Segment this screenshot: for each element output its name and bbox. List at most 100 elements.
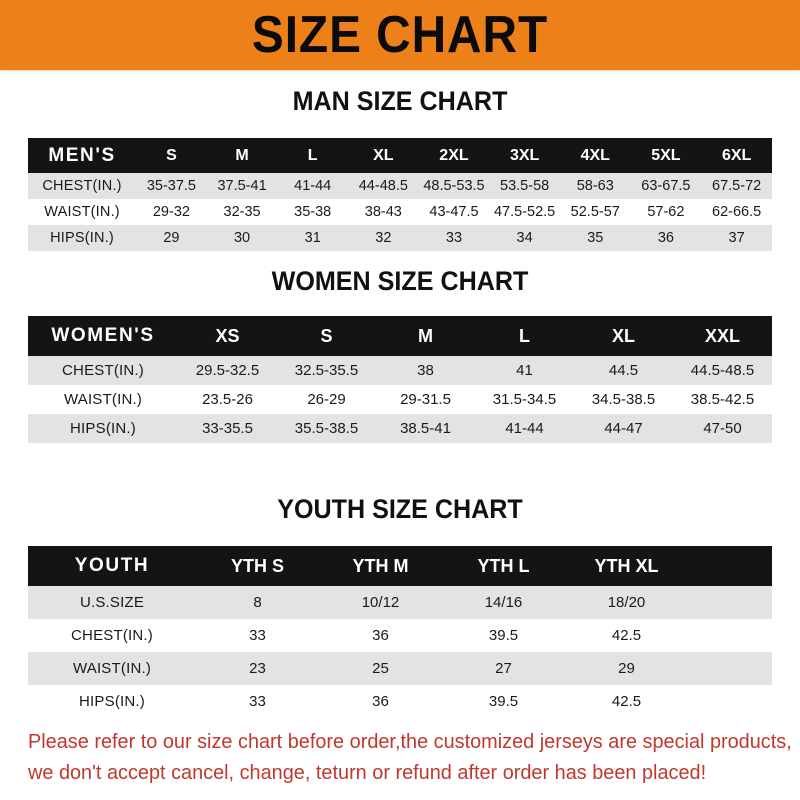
men-cell: 38-43: [364, 204, 402, 220]
men-section-title: MAN SIZE CHART: [292, 86, 508, 116]
women-cell: 38.5-41: [400, 420, 451, 437]
youth-cell: 33: [249, 627, 266, 644]
men-cell: 53.5-58: [500, 178, 550, 194]
youth-row-label: WAIST(IN.): [72, 660, 152, 677]
men-column-header: L: [307, 146, 318, 164]
footer-note-line-2: we don't accept cancel, change, teturn o…: [28, 761, 707, 784]
men-table-row: WAIST(IN.) 29-32 32-35 35-38 38-43 43-47.5 47.…: [28, 199, 772, 225]
women-column-header: XS: [215, 325, 240, 346]
youth-cell: 18/20: [607, 594, 646, 611]
men-corner-label: MEN'S: [48, 144, 116, 166]
youth-table-body: U.S.SIZE 8 10/12 14/16 18/20 CHEST(IN.) 33 36 39…: [28, 586, 772, 718]
youth-cell-spacer: [688, 652, 772, 685]
youth-table-row: WAIST(IN.) 23 25 27 29: [28, 652, 772, 685]
men-cell: 58-63: [576, 178, 614, 194]
youth-cell: 36: [372, 693, 389, 710]
men-cell: 44-48.5: [358, 178, 408, 194]
men-cell: 36: [657, 230, 674, 246]
youth-column-header: YTH M: [352, 555, 409, 576]
youth-table-row: U.S.SIZE 8 10/12 14/16 18/20: [28, 586, 772, 619]
women-column-header: XL: [611, 325, 635, 346]
youth-table-header-row: YOUTH YTH S YTH M YTH L YTH XL: [28, 546, 772, 586]
men-cell: 32: [375, 230, 392, 246]
youth-cell: 29: [618, 660, 635, 677]
women-table-header-row: WOMEN'S XS S M L XL XXL: [28, 316, 772, 356]
women-cell: 41-44: [505, 420, 544, 437]
women-cell: 34.5-38.5: [591, 391, 656, 408]
youth-row-label: CHEST(IN.): [71, 627, 153, 644]
women-cell: 47-50: [703, 420, 742, 437]
youth-table-row: HIPS(IN.) 33 36 39.5 42.5: [28, 685, 772, 718]
women-cell: 41: [516, 362, 533, 379]
women-cell: 29.5-32.5: [195, 362, 260, 379]
youth-section-title: YOUTH SIZE CHART: [277, 494, 523, 524]
women-cell: 32.5-35.5: [294, 362, 359, 379]
men-cell: 37.5-41: [217, 178, 267, 194]
men-row-label: HIPS(IN.): [50, 230, 114, 246]
women-corner-label: WOMEN'S: [51, 325, 155, 346]
youth-cell: 39.5: [488, 693, 519, 710]
women-row-label: WAIST(IN.): [63, 391, 143, 408]
men-column-header: 3XL: [509, 146, 540, 164]
men-cell: 29-32: [152, 204, 190, 220]
men-column-header: 4XL: [580, 146, 610, 164]
women-cell: 31.5-34.5: [492, 391, 557, 408]
women-table-body: CHEST(IN.) 29.5-32.5 32.5-35.5 38 41 44.5 44.5…: [28, 356, 772, 443]
page-banner: SIZE CHART: [0, 0, 800, 70]
men-cell: 47.5-52.5: [493, 204, 556, 220]
men-cell: 33: [445, 230, 463, 246]
youth-cell: 10/12: [361, 594, 400, 611]
women-cell: 35.5-38.5: [294, 420, 359, 437]
women-cell: 44.5: [608, 362, 639, 379]
youth-cell: 42.5: [611, 693, 642, 710]
men-cell: 32-35: [223, 204, 261, 220]
youth-column-header: YTH XL: [594, 555, 659, 576]
women-cell: 29-31.5: [400, 391, 451, 408]
men-cell: 29: [163, 230, 180, 246]
men-column-header: 6XL: [721, 146, 752, 164]
women-column-header: L: [519, 325, 530, 346]
women-cell: 33-35.5: [202, 420, 253, 437]
men-cell: 48.5-53.5: [423, 178, 485, 194]
youth-cell-spacer: [688, 619, 772, 652]
women-column-header: M: [418, 325, 433, 346]
youth-column-header-spacer: [688, 546, 772, 586]
youth-cell: 23: [249, 660, 266, 677]
men-cell: 35: [587, 230, 604, 246]
youth-cell: 42.5: [611, 627, 642, 644]
youth-cell: 36: [372, 627, 389, 644]
men-size-table: MEN'S S M L XL 2XL 3XL 4XL 5XL 6XL CHEST(IN.) 35-…: [28, 138, 772, 251]
men-cell: 57-62: [647, 204, 685, 220]
youth-column-header: YTH S: [230, 555, 284, 576]
youth-size-table: YOUTH YTH S YTH M YTH L YTH XL U.S.SIZE 8 10/…: [28, 546, 772, 718]
men-table-row: HIPS(IN.) 29 30 31 32 33 34 35 36 37: [28, 225, 772, 251]
youth-row-label: U.S.SIZE: [79, 594, 145, 611]
men-cell: 62-66.5: [712, 204, 762, 220]
women-cell: 44-47: [604, 420, 643, 437]
youth-cell: 33: [249, 693, 266, 710]
men-cell: 35-38: [294, 204, 332, 220]
men-cell: 37: [728, 230, 745, 246]
youth-cell: 8: [253, 594, 262, 611]
women-table-row: HIPS(IN.) 33-35.5 35.5-38.5 38.5-41 41-44 44-…: [28, 414, 772, 443]
men-row-label: CHEST(IN.): [42, 178, 122, 194]
women-table-row: CHEST(IN.) 29.5-32.5 32.5-35.5 38 41 44.5 44.5…: [28, 356, 772, 385]
men-table-header-row: MEN'S S M L XL 2XL 3XL 4XL 5XL 6XL: [28, 138, 772, 173]
men-row-label: WAIST(IN.): [44, 204, 120, 220]
men-column-header: S: [166, 146, 177, 164]
page-title: SIZE CHART: [251, 6, 549, 64]
youth-corner-label: YOUTH: [74, 555, 150, 576]
footer-note-line-1: Please refer to our size chart before or…: [28, 730, 792, 753]
women-size-table: WOMEN'S XS S M L XL XXL CHEST(IN.) 29.5-32.5 32…: [28, 316, 772, 443]
women-cell: 38.5-42.5: [690, 391, 755, 408]
youth-cell: 27: [495, 660, 512, 677]
women-cell: 44.5-48.5: [690, 362, 755, 379]
men-table-row: CHEST(IN.) 35-37.5 37.5-41 41-44 44-48.5 48.5…: [28, 173, 772, 199]
men-cell: 67.5-72: [712, 178, 762, 194]
women-row-label: HIPS(IN.): [70, 420, 136, 437]
women-column-header: S: [320, 325, 333, 346]
men-cell: 52.5-57: [570, 204, 620, 220]
women-column-header: XXL: [704, 325, 740, 346]
footer-note: Please refer to our size chart before or…: [28, 726, 792, 788]
youth-table-row: CHEST(IN.) 33 36 39.5 42.5: [28, 619, 772, 652]
